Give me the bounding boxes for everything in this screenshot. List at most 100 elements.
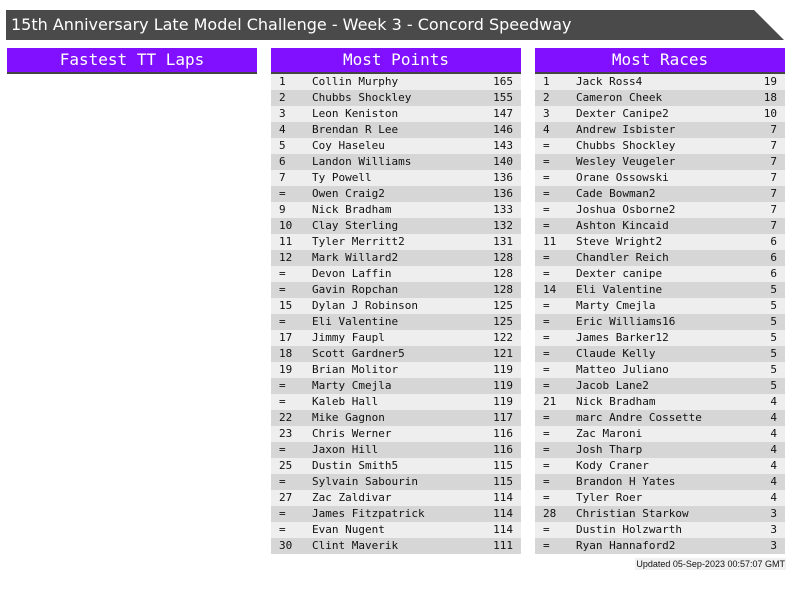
driver-name: Claude Kelly [576,347,656,360]
rank: 21 [543,395,557,408]
value: 111 [493,539,513,552]
table-row: = Devon Laffin 128 [271,266,521,282]
driver-name: Chubbs Shockley [576,139,676,152]
table-row: = Matteo Juliano 5 [535,362,785,378]
table-row: 7 Ty Powell 136 [271,170,521,186]
table-row: 23 Chris Werner 116 [271,426,521,442]
driver-name: Scott Gardner5 [312,347,405,360]
table-row: = Jacob Lane2 5 [535,378,785,394]
value: 116 [493,427,513,440]
table-row: = Marty Cmejla 5 [535,298,785,314]
rank: = [543,411,550,424]
driver-name: Ryan Hannaford2 [576,539,676,552]
table-row: = Owen Craig2 136 [271,186,521,202]
table-row: = Sylvain Sabourin 115 [271,474,521,490]
rank: = [543,155,550,168]
driver-name: Eli Valentine [576,283,663,296]
table-row: 3 Dexter Canipe2 10 [535,106,785,122]
table-row: = Ryan Hannaford2 3 [535,538,785,554]
value: 119 [493,379,513,392]
driver-name: Matteo Juliano [576,363,669,376]
rank: = [279,475,286,488]
value: 136 [493,171,513,184]
driver-name: Dustin Holzwarth [576,523,682,536]
table-row: 15 Dylan J Robinson 125 [271,298,521,314]
value: 133 [493,203,513,216]
driver-name: James Fitzpatrick [312,507,425,520]
panel-rows: 1 Collin Murphy 165 2 Chubbs Shockley 155 3 Leo… [271,74,521,554]
driver-name: Jack Ross4 [576,75,643,88]
driver-name: Josh Tharp [576,443,643,456]
value: 3 [770,523,777,536]
driver-name: Clint Maverik [312,539,399,552]
driver-name: Eric Williams16 [576,315,676,328]
table-row: = Cade Bowman2 7 [535,186,785,202]
driver-name: Tyler Merritt2 [312,235,405,248]
driver-name: Chris Werner [312,427,392,440]
driver-name: Gavin Ropchan [312,283,399,296]
rank: 4 [279,123,286,136]
rank: 11 [279,235,293,248]
value: 19 [763,75,777,88]
rank: = [543,187,550,200]
value: 4 [770,427,777,440]
table-row: 4 Brendan R Lee 146 [271,122,521,138]
table-row: 25 Dustin Smith5 115 [271,458,521,474]
value: 155 [493,91,513,104]
table-row: = Eric Williams16 5 [535,314,785,330]
rank: 12 [279,251,293,264]
table-row: 2 Cameron Cheek 18 [535,90,785,106]
table-row: 17 Jimmy Faupl 122 [271,330,521,346]
value: 4 [770,395,777,408]
rank: = [543,475,550,488]
value: 117 [493,411,513,424]
driver-name: Kaleb Hall [312,395,379,408]
value: 18 [763,91,777,104]
table-row: 30 Clint Maverik 111 [271,538,521,554]
table-row: 12 Mark Willard2 128 [271,250,521,266]
driver-name: Jaxon Hill [312,443,379,456]
driver-name: Jacob Lane2 [576,379,649,392]
driver-name: Nick Bradham [576,395,656,408]
value: 10 [763,107,777,120]
rank: = [543,539,550,552]
rank: = [279,523,286,536]
value: 5 [770,363,777,376]
value: 146 [493,123,513,136]
rank: = [543,347,550,360]
rank: = [543,299,550,312]
table-row: 27 Zac Zaldivar 114 [271,490,521,506]
driver-name: Brian Molitor [312,363,399,376]
rank: = [543,523,550,536]
value: 114 [493,507,513,520]
value: 4 [770,475,777,488]
table-row: 11 Steve Wright2 6 [535,234,785,250]
rank: = [543,363,550,376]
value: 5 [770,315,777,328]
rank: = [543,139,550,152]
rank: = [279,443,286,456]
driver-name: Ashton Kincaid [576,219,669,232]
value: 7 [770,123,777,136]
rank: = [543,379,550,392]
value: 128 [493,267,513,280]
value: 119 [493,395,513,408]
table-row: 1 Jack Ross4 19 [535,74,785,90]
rank: = [543,203,550,216]
panel-header: Most Races [535,48,785,74]
value: 5 [770,331,777,344]
value: 119 [493,363,513,376]
table-row: 5 Coy Haseleu 143 [271,138,521,154]
driver-name: Devon Laffin [312,267,392,280]
driver-name: Evan Nugent [312,523,385,536]
table-row: = Brandon H Yates 4 [535,474,785,490]
table-row: = Evan Nugent 114 [271,522,521,538]
value: 3 [770,539,777,552]
driver-name: Clay Sterling [312,219,399,232]
driver-name: Christian Starkow [576,507,689,520]
table-row: = Zac Maroni 4 [535,426,785,442]
most-races-panel: Most Races 1 Jack Ross4 19 2 Cameron Cheek 18… [535,48,785,554]
panel-header: Most Points [271,48,521,74]
rank: = [543,251,550,264]
table-row: = Tyler Roer 4 [535,490,785,506]
